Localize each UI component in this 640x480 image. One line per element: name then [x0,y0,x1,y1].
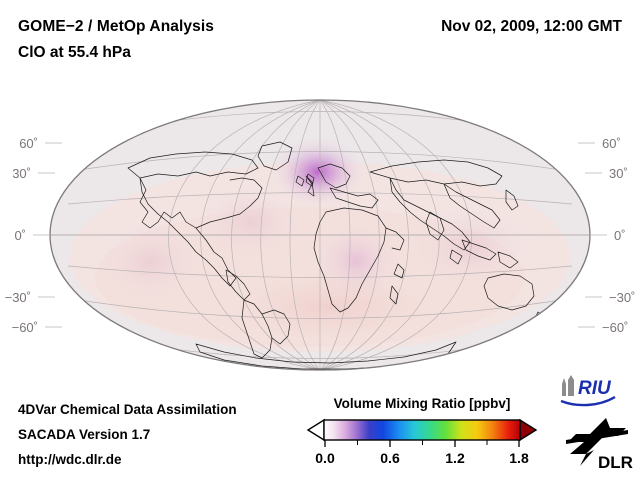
lat-label-right-m60: −60˚ [602,320,628,335]
map-panel: 60˚ 30˚ 0˚ −30˚ −60˚ 60˚ 30˚ 0˚ −30 [0,72,640,382]
riu-logo: RIU [558,374,634,408]
colorbar-gradient [323,419,521,441]
riu-logo-text: RIU [578,378,612,399]
figure-title: GOME−2 / MetOp Analysis [18,18,214,35]
colorbar-tick-3: 1.8 [509,450,529,466]
lat-label-right-m30: −30˚ [609,290,635,305]
feature-south-america [90,214,210,310]
colorbar-tick-0: 0.0 [315,450,335,466]
dlr-star-icon [566,418,628,466]
colorbar-scale: 0.0 0.6 1.2 1.8 [306,418,538,466]
feature-north-sea [272,138,364,206]
colorbar-title: Volume Mixing Ratio [ppbv] [333,396,511,411]
dlr-logo-text: DLR [598,453,633,472]
lat-label-left-0: 0˚ [14,228,26,243]
lat-label-left-60: 60˚ [19,136,38,151]
riu-swoosh-icon [560,395,616,407]
dlr-logo: DLR [560,414,636,472]
riu-logo-mark: RIU [560,375,616,407]
latitude-labels-left: 60˚ 30˚ 0˚ −30˚ −60˚ [5,136,62,335]
feature-atlantic [188,178,312,266]
colorbar-tick-2: 1.2 [445,450,465,466]
lat-label-right-0: 0˚ [614,228,626,243]
footer-line-version: SACADA Version 1.7 [18,427,151,442]
dlr-logo-mark: DLR [566,418,633,472]
latitude-labels-right: 60˚ 30˚ 0˚ −30˚ −60˚ [578,136,635,335]
colorbar-over-arrow [519,418,538,442]
lat-label-right-30: 30˚ [609,166,628,181]
figure-datetime: Nov 02, 2009, 12:00 GMT [441,18,622,35]
footer-line-method: 4DVar Chemical Data Assimilation [18,402,237,417]
lat-label-left-m60: −60˚ [12,320,38,335]
lat-label-left-m30: −30˚ [5,290,31,305]
mollweide-map: 60˚ 30˚ 0˚ −30˚ −60˚ 60˚ 30˚ 0˚ −30 [5,99,635,371]
lat-label-left-30: 30˚ [12,166,31,181]
colorbar-under-arrow [306,418,325,442]
footer-line-url: http://wdc.dlr.de [18,452,122,467]
colorbar: Volume Mixing Ratio [ppbv] [306,396,538,472]
lat-label-right-60: 60˚ [602,136,621,151]
data-field [50,100,590,370]
feature-asia [400,197,540,297]
figure-subtitle: ClO at 55.4 hPa [18,44,131,61]
colorbar-tick-1: 0.6 [380,450,400,466]
feature-southern [180,255,480,359]
riu-tower-icon [562,375,574,396]
